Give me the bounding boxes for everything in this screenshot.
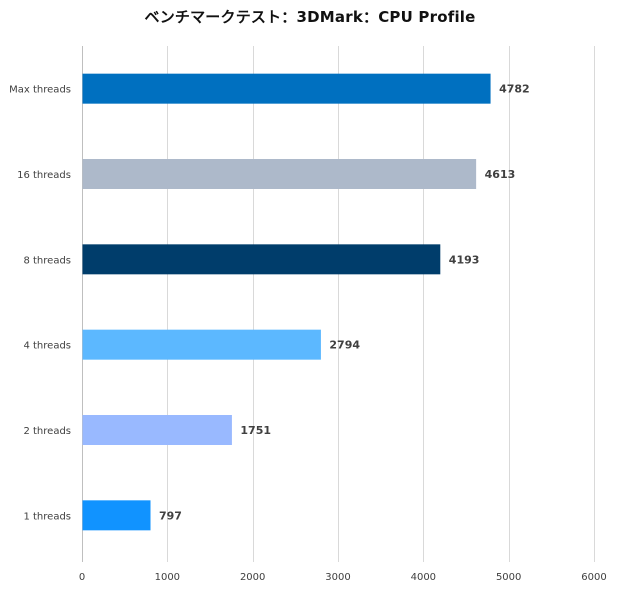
x-tick-label: 1000 [155,572,180,583]
bar-8-threads [82,244,441,275]
labels: 0 1000 2000 3000 4000 5000 6000 Max threads 4782… [9,83,607,583]
chart-title: ベンチマークテスト：3DMark：CPU Profile [144,8,476,26]
x-tick-label: 6000 [581,572,606,583]
category-label: 2 threads [23,426,71,437]
data-label: 797 [159,509,182,522]
data-label: 4193 [449,253,480,266]
category-label: 4 threads [23,341,71,352]
x-tick-label: 0 [79,572,85,583]
category-label: 8 threads [23,255,71,266]
category-label: Max threads [9,85,71,96]
gridlines [82,46,595,562]
x-tick-label: 4000 [411,572,436,583]
bar-4-threads [82,329,321,360]
category-label: 1 threads [23,511,71,522]
bar-max-threads [82,73,491,104]
x-tick-label: 3000 [325,572,350,583]
x-tick-label: 5000 [496,572,521,583]
data-label: 2794 [329,339,360,352]
bar-16-threads [82,159,477,189]
category-label: 16 threads [17,170,71,181]
data-label: 4613 [485,168,516,181]
data-label: 4782 [499,83,530,96]
bar-2-threads [82,415,232,445]
x-tick-label: 2000 [240,572,265,583]
data-label: 1751 [240,424,271,437]
bar-1-threads [82,500,151,531]
bars [82,73,491,531]
